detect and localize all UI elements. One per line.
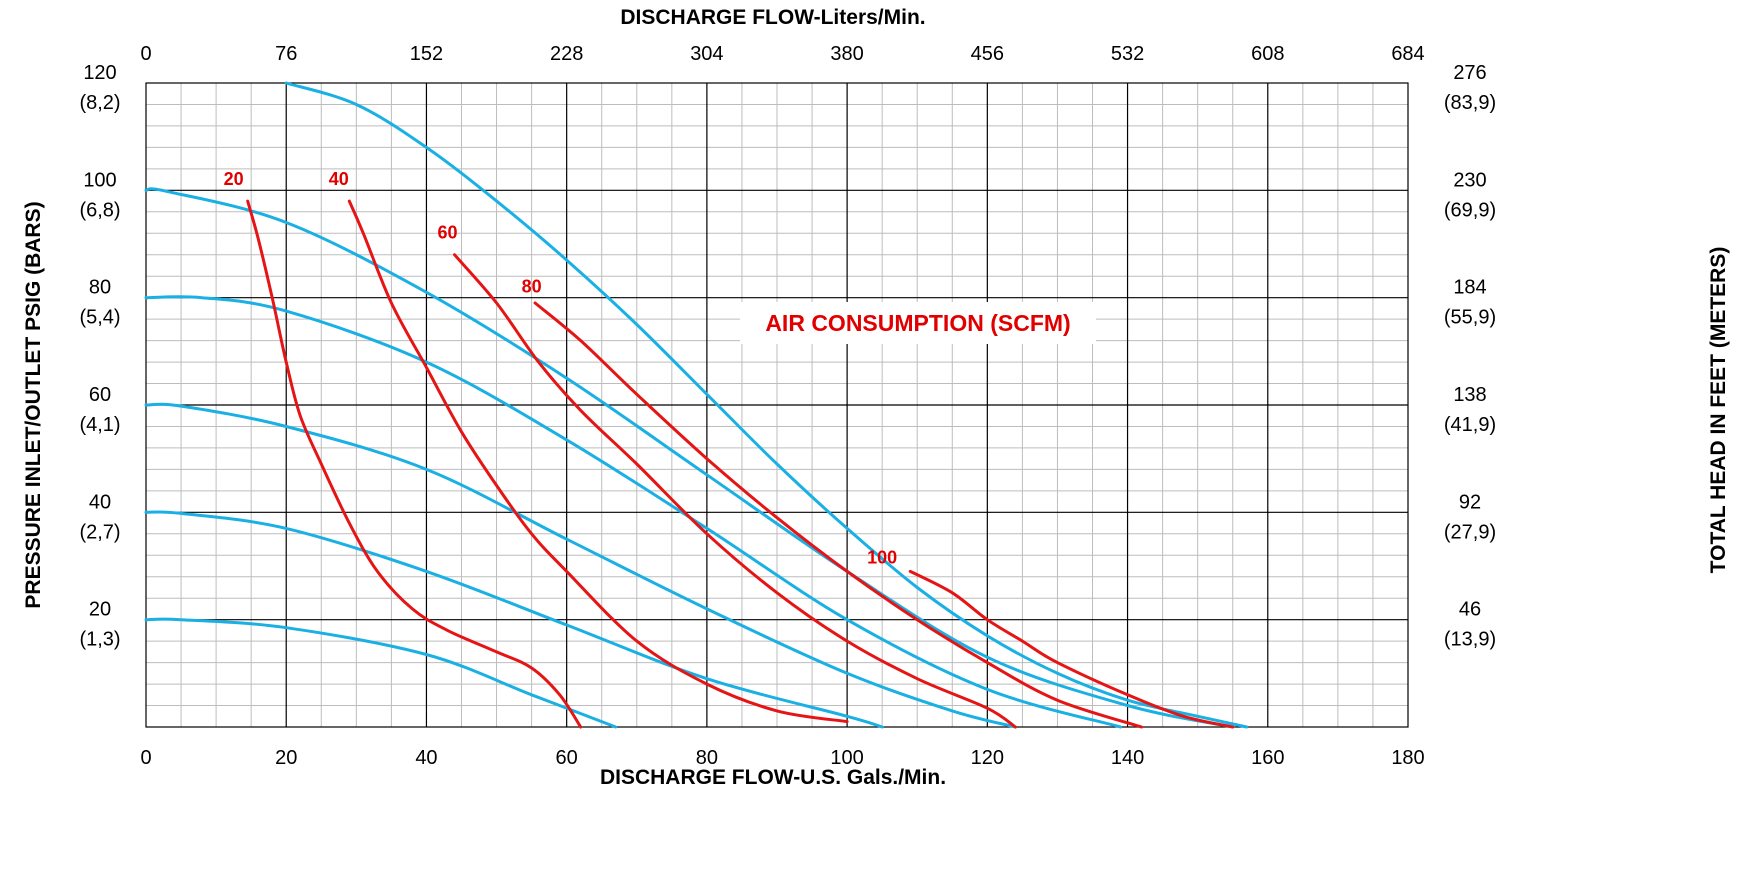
y-tick-right-m: (13,9) bbox=[1444, 629, 1496, 651]
y-tick-right-ft: 46 bbox=[1459, 599, 1481, 621]
air-curve-100 bbox=[908, 569, 1235, 729]
air-curve-label-60: 60 bbox=[437, 223, 457, 243]
x-tick-top: 0 bbox=[140, 43, 151, 65]
y-tick-left-bar: (8,2) bbox=[79, 92, 120, 114]
pressure-curve-1 bbox=[144, 617, 618, 729]
x-tick-bottom: 140 bbox=[1111, 747, 1144, 769]
y-tick-right-ft: 138 bbox=[1453, 384, 1486, 406]
y-tick-left-bar: (5,4) bbox=[79, 307, 120, 329]
y-tick-left-bar: (6,8) bbox=[79, 199, 120, 221]
x-tick-bottom: 40 bbox=[415, 747, 437, 769]
air-curve-40 bbox=[347, 199, 849, 724]
y-tick-left-bar: (1,3) bbox=[79, 629, 120, 651]
air-curve-label-20: 20 bbox=[224, 169, 244, 189]
y-tick-right-m: (83,9) bbox=[1444, 92, 1496, 114]
pressure-curve-2 bbox=[144, 510, 884, 729]
x-tick-top: 456 bbox=[971, 43, 1004, 65]
y-tick-left-psi: 100 bbox=[83, 169, 116, 191]
y-tick-right-ft: 230 bbox=[1453, 169, 1486, 191]
y-tick-right-m: (55,9) bbox=[1444, 307, 1496, 329]
air-consumption-title: AIR CONSUMPTION (SCFM) bbox=[765, 310, 1070, 336]
x-tick-top: 304 bbox=[690, 43, 723, 65]
y-tick-right-m: (69,9) bbox=[1444, 199, 1496, 221]
pressure-curve-5 bbox=[144, 187, 1235, 729]
air-curve-80 bbox=[533, 301, 1144, 729]
y-tick-right-m: (27,9) bbox=[1444, 521, 1496, 543]
y-tick-right-ft: 276 bbox=[1453, 62, 1486, 84]
x-tick-top: 76 bbox=[275, 43, 297, 65]
air-curve-20 bbox=[246, 199, 583, 729]
x-tick-bottom: 20 bbox=[275, 747, 297, 769]
y-tick-left-psi: 120 bbox=[83, 62, 116, 84]
air-curve-label-100: 100 bbox=[867, 547, 897, 567]
y-tick-left-psi: 80 bbox=[89, 277, 111, 299]
y-tick-left-bar: (4,1) bbox=[79, 414, 120, 436]
left-axis-title: PRESSURE INLET/OUTLET PSIG (BARS) bbox=[22, 201, 45, 608]
y-tick-right-ft: 92 bbox=[1459, 491, 1481, 513]
x-tick-bottom: 120 bbox=[971, 747, 1004, 769]
curves: 20 40 60 80 100 bbox=[144, 81, 1249, 729]
air-curve-60 bbox=[453, 253, 1017, 729]
pressure-curve-3 bbox=[144, 402, 1017, 729]
pressure-curve-4 bbox=[144, 295, 1122, 729]
x-tick-top: 228 bbox=[550, 43, 583, 65]
tick-labels: 0 20 40 60 80 100 120 140 160 180 0 76 152 228 304 380 4… bbox=[79, 43, 1496, 769]
bottom-axis-title: DISCHARGE FLOW-U.S. Gals./Min. bbox=[600, 766, 946, 789]
y-tick-left-psi: 20 bbox=[89, 599, 111, 621]
pressure-curve-6 bbox=[284, 81, 1249, 729]
air-curve-label-80: 80 bbox=[522, 276, 542, 296]
x-tick-top: 152 bbox=[410, 43, 443, 65]
annotation-background bbox=[740, 302, 1096, 344]
x-tick-top: 532 bbox=[1111, 43, 1144, 65]
air-curve-label-40: 40 bbox=[329, 169, 349, 189]
x-tick-bottom: 60 bbox=[556, 747, 578, 769]
y-tick-right-m: (41,9) bbox=[1444, 414, 1496, 436]
x-tick-top: 608 bbox=[1251, 43, 1284, 65]
y-tick-right-ft: 184 bbox=[1453, 277, 1486, 299]
right-axis-title: TOTAL HEAD IN FEET (METERS) bbox=[1707, 247, 1730, 574]
x-tick-bottom: 80 bbox=[696, 747, 718, 769]
x-tick-bottom: 100 bbox=[830, 747, 863, 769]
top-axis-title: DISCHARGE FLOW-Liters/Min. bbox=[620, 6, 925, 29]
y-tick-left-psi: 60 bbox=[89, 384, 111, 406]
grid bbox=[145, 82, 1409, 728]
x-tick-bottom: 0 bbox=[140, 747, 151, 769]
x-tick-bottom: 160 bbox=[1251, 747, 1284, 769]
x-tick-bottom: 180 bbox=[1391, 747, 1424, 769]
x-tick-top: 684 bbox=[1391, 43, 1424, 65]
y-tick-left-psi: 40 bbox=[89, 491, 111, 513]
x-tick-top: 380 bbox=[830, 43, 863, 65]
y-tick-left-bar: (2,7) bbox=[79, 521, 120, 543]
